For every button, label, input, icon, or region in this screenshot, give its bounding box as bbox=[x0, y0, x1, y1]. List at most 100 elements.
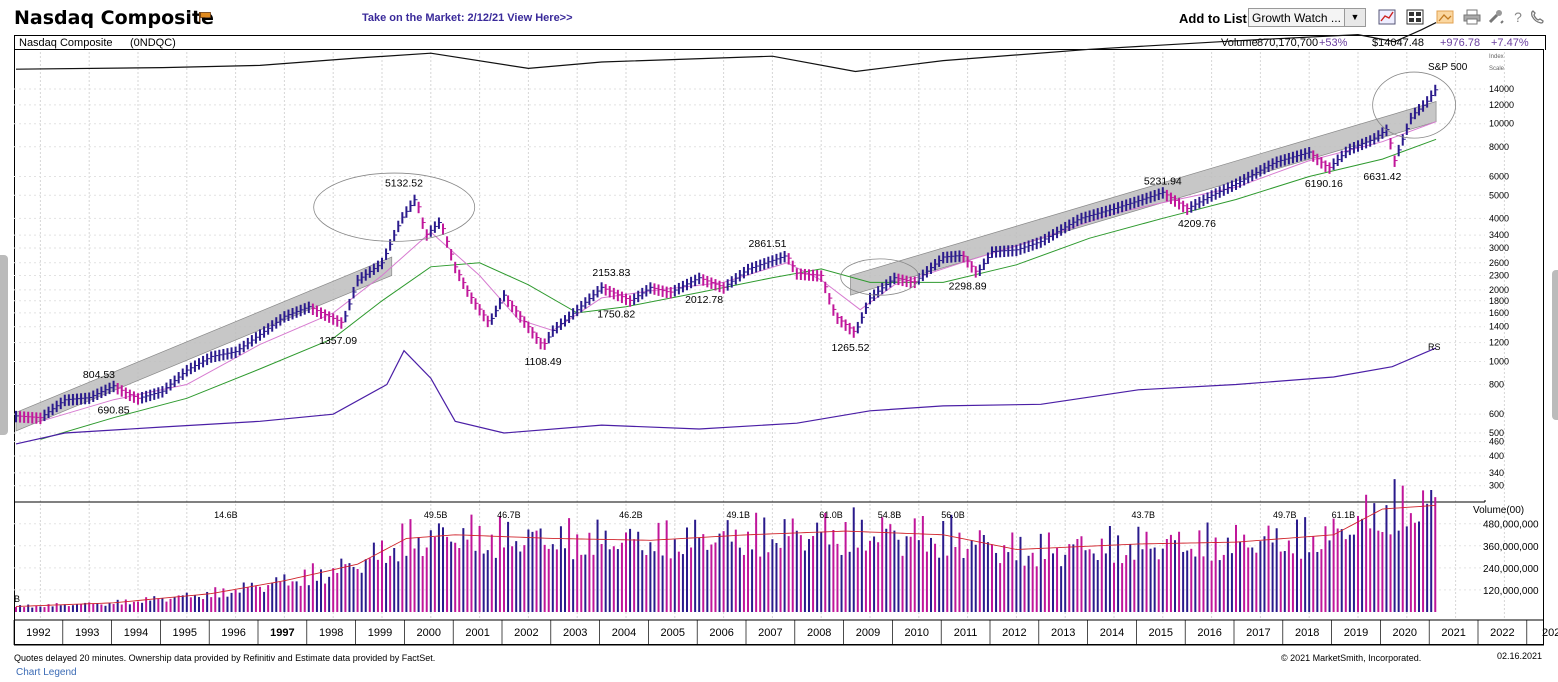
year-label: 202 bbox=[1542, 627, 1558, 639]
disclaimer-text: Quotes delayed 20 minutes. Ownership dat… bbox=[14, 653, 436, 663]
volume-annotation: 56.0B bbox=[941, 510, 965, 520]
y-tick-label: 500 bbox=[1489, 428, 1504, 438]
y-axis-title: Index bbox=[1489, 54, 1504, 60]
year-label: 2001 bbox=[465, 627, 489, 639]
price-annotation: 690.85 bbox=[98, 405, 130, 417]
year-label: 2019 bbox=[1344, 627, 1368, 639]
rs-line bbox=[15, 347, 1437, 445]
highlight-ellipse bbox=[313, 172, 476, 242]
left-panel-toggle[interactable] bbox=[0, 255, 8, 435]
year-label: 2006 bbox=[709, 627, 733, 639]
quote-name: Nasdaq Composite bbox=[19, 37, 113, 49]
volume-tick-label: 120,000,000 bbox=[1483, 586, 1539, 597]
price-annotation: 2861.51 bbox=[749, 238, 787, 250]
y-tick-label: 12000 bbox=[1489, 100, 1514, 110]
y-tick-label: 1400 bbox=[1489, 322, 1509, 332]
y-tick-label: 2000 bbox=[1489, 285, 1509, 295]
print-icon[interactable] bbox=[1463, 9, 1481, 25]
year-label: 2008 bbox=[807, 627, 831, 639]
price-annotation: 1265.52 bbox=[831, 342, 869, 354]
list-select-value: Growth Watch ... bbox=[1252, 11, 1341, 25]
year-label: 1999 bbox=[368, 627, 392, 639]
price-annotation: 1750.82 bbox=[597, 309, 635, 321]
quote-bar: Nasdaq Composite (0NDQC) Volume 870,170,… bbox=[14, 35, 1546, 50]
price-annotation: 2153.83 bbox=[592, 267, 630, 279]
year-label: 2002 bbox=[514, 627, 538, 639]
year-label: 2018 bbox=[1295, 627, 1319, 639]
y-tick-label: 4000 bbox=[1489, 213, 1509, 223]
y-tick-label: 3000 bbox=[1489, 243, 1509, 253]
y-tick-label: 5000 bbox=[1489, 190, 1509, 200]
year-label: 2016 bbox=[1197, 627, 1221, 639]
y-tick-label: 340 bbox=[1489, 468, 1504, 478]
year-label: 2012 bbox=[1002, 627, 1026, 639]
price-annotation: 6631.42 bbox=[1363, 171, 1401, 183]
volume-tick-label: 240,000,000 bbox=[1483, 564, 1539, 575]
price-annotation: 1357.09 bbox=[319, 335, 357, 347]
volume-annotation: 61.0B bbox=[819, 510, 843, 520]
year-label: 2010 bbox=[905, 627, 929, 639]
year-label: 2003 bbox=[563, 627, 587, 639]
chart-type-icon[interactable] bbox=[1378, 9, 1396, 25]
highlight-ellipse bbox=[840, 258, 920, 296]
quote-symbol: (0NDQC) bbox=[130, 37, 176, 49]
add-to-list-label: Add to List: bbox=[1179, 11, 1252, 26]
price-change-pct: +7.47% bbox=[1491, 37, 1529, 49]
year-label: 2009 bbox=[856, 627, 880, 639]
volume-change: +53% bbox=[1319, 37, 1348, 49]
volume-annotation: 49.1B bbox=[726, 510, 750, 520]
price-annotation: 5132.52 bbox=[385, 178, 423, 190]
volume-value: 870,170,700 bbox=[1257, 37, 1319, 49]
phone-icon[interactable] bbox=[1528, 9, 1546, 25]
flag-icon[interactable] bbox=[199, 12, 212, 22]
price-annotation: 6190.16 bbox=[1305, 178, 1343, 190]
volume-axis-title: Volume(00) bbox=[1473, 505, 1524, 516]
year-label: 2015 bbox=[1149, 627, 1173, 639]
year-label: 2014 bbox=[1100, 627, 1124, 639]
y-tick-label: 600 bbox=[1489, 409, 1504, 419]
help-icon[interactable]: ? bbox=[1514, 9, 1522, 25]
list-select[interactable]: Growth Watch ... ▼ bbox=[1248, 8, 1366, 27]
y-tick-label: 300 bbox=[1489, 481, 1504, 491]
y-tick-label: 2300 bbox=[1489, 270, 1509, 280]
year-label: 1998 bbox=[319, 627, 343, 639]
layout-icon[interactable] bbox=[1406, 9, 1424, 25]
promo-link[interactable]: Take on the Market: 2/12/21 View Here>> bbox=[362, 12, 573, 24]
year-label: 1996 bbox=[221, 627, 245, 639]
y-tick-label: 10000 bbox=[1489, 119, 1514, 129]
chevron-down-icon[interactable]: ▼ bbox=[1344, 9, 1365, 26]
y-tick-label: 3400 bbox=[1489, 230, 1509, 240]
volume-average-line bbox=[15, 504, 1436, 607]
highlight-ellipse bbox=[1372, 71, 1457, 139]
y-tick-label: 2600 bbox=[1489, 258, 1509, 268]
y-tick-label: 800 bbox=[1489, 379, 1504, 389]
year-label: 2007 bbox=[758, 627, 782, 639]
tools-icon[interactable] bbox=[1487, 9, 1505, 25]
chart-legend-link[interactable]: Chart Legend bbox=[16, 667, 77, 678]
year-label: 2013 bbox=[1051, 627, 1075, 639]
rs-label: RS bbox=[1428, 342, 1441, 352]
right-panel-toggle[interactable] bbox=[1552, 270, 1558, 420]
y-tick-label: 1600 bbox=[1489, 308, 1509, 318]
year-label: 2004 bbox=[612, 627, 636, 639]
volume-left-label: B bbox=[14, 594, 20, 604]
year-label: 1994 bbox=[124, 627, 148, 639]
page-title: Nasdaq Composite bbox=[14, 7, 214, 29]
y-tick-label: 1800 bbox=[1489, 296, 1509, 306]
image-icon[interactable] bbox=[1436, 9, 1454, 25]
year-label: 2000 bbox=[417, 627, 441, 639]
year-label: 1992 bbox=[26, 627, 50, 639]
volume-annotation: 46.2B bbox=[619, 510, 643, 520]
y-tick-label: 460 bbox=[1489, 437, 1504, 447]
y-tick-label: 1000 bbox=[1489, 356, 1509, 366]
price-annotation: 2298.89 bbox=[949, 281, 987, 293]
year-label: 1993 bbox=[75, 627, 99, 639]
year-label: 2005 bbox=[661, 627, 685, 639]
year-label: 2017 bbox=[1246, 627, 1270, 639]
copyright-text: © 2021 MarketSmith, Incorporated. bbox=[1281, 653, 1422, 663]
volume-annotation: 61.1B bbox=[1332, 510, 1356, 520]
year-label: 2022 bbox=[1490, 627, 1514, 639]
year-label: 2011 bbox=[954, 627, 978, 639]
footer-date: 02.16.2021 bbox=[1497, 651, 1543, 661]
